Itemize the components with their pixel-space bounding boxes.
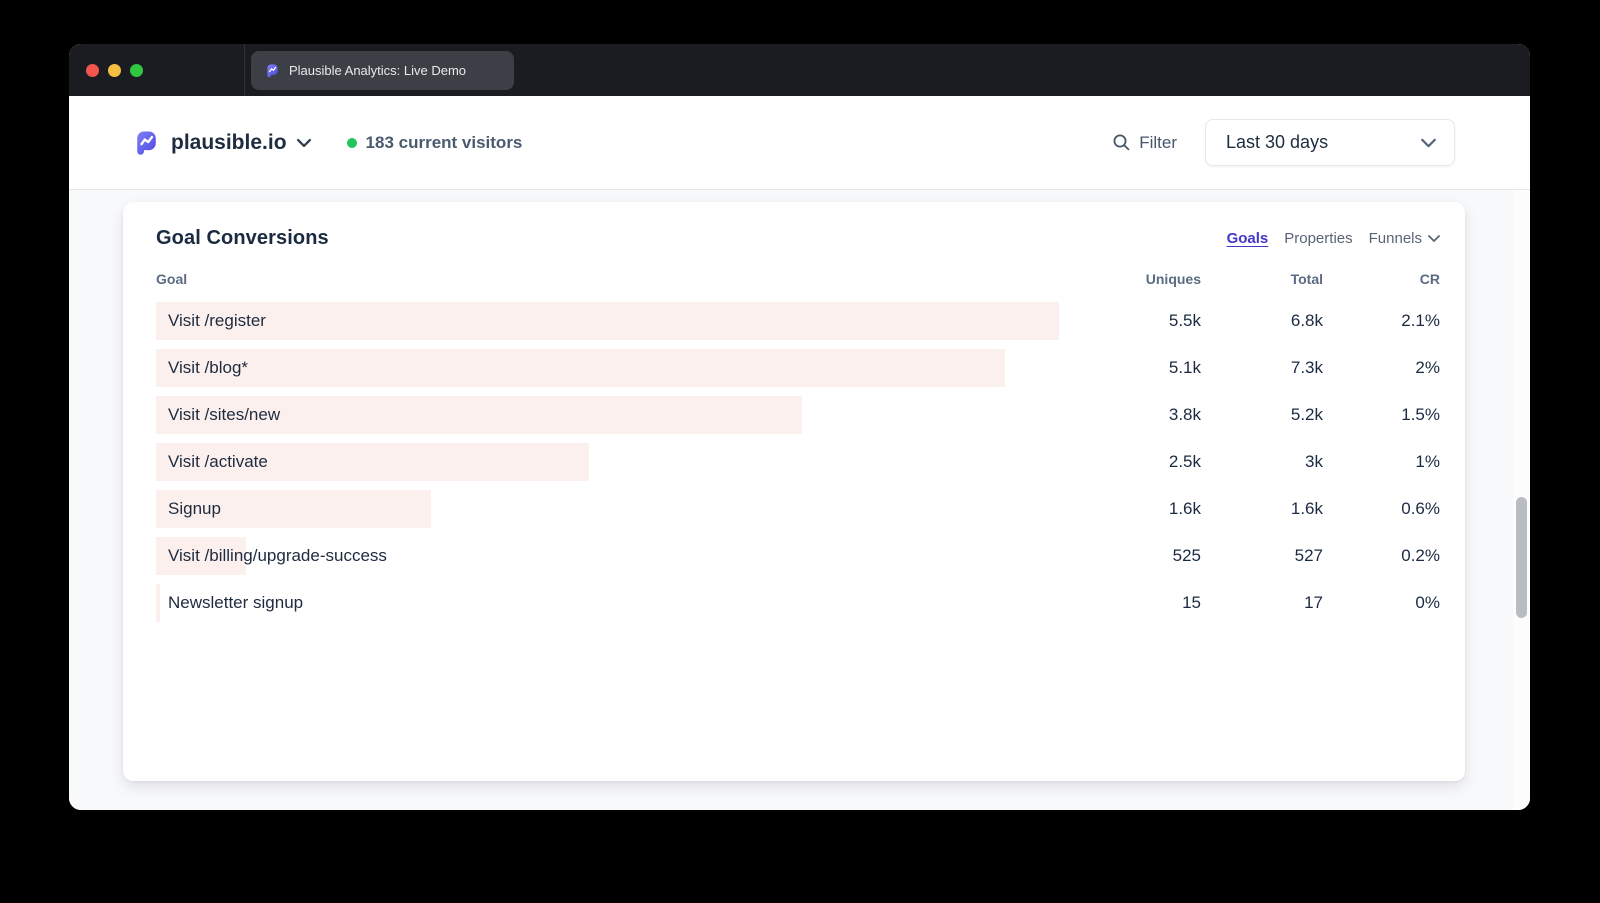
goal-cr-value: 1% <box>1415 451 1440 471</box>
browser-window: Plausible Analytics: Live Demo plausible… <box>69 44 1530 810</box>
goal-label[interactable]: Signup <box>168 498 221 518</box>
tab-divider <box>244 44 245 96</box>
search-icon <box>1112 133 1131 152</box>
funnels-chevron-down-icon <box>1428 234 1440 243</box>
table-row: Visit /billing/upgrade-success 525 527 0… <box>156 532 1440 579</box>
goal-bar <box>156 442 590 481</box>
browser-tab[interactable]: Plausible Analytics: Live Demo <box>251 51 514 90</box>
tab-title: Plausible Analytics: Live Demo <box>289 63 467 78</box>
table-row: Visit /sites/new 3.8k 5.2k 1.5% <box>156 391 1440 438</box>
filter-label: Filter <box>1139 132 1177 152</box>
goal-total-value: 5.2k <box>1290 404 1323 424</box>
date-range-value: Last 30 days <box>1226 132 1329 152</box>
date-range-dropdown[interactable]: Last 30 days <box>1205 119 1455 166</box>
goal-cell: Visit /sites/new <box>156 395 1101 434</box>
scrollbar-thumb[interactable] <box>1516 497 1527 618</box>
table-row: Signup 1.6k 1.6k 0.6% <box>156 485 1440 532</box>
goal-cell: Visit /billing/upgrade-success <box>156 536 1101 575</box>
table-row: Visit /register 5.5k 6.8k 2.1% <box>156 297 1440 344</box>
browser-titlebar: Plausible Analytics: Live Demo <box>69 44 1530 96</box>
column-uniques: Uniques <box>1145 271 1201 287</box>
tab-funnels[interactable]: Funnels <box>1369 230 1440 247</box>
goal-label[interactable]: Visit /register <box>168 310 266 330</box>
live-dot-icon <box>346 137 357 148</box>
goal-cell: Newsletter signup <box>156 583 1101 622</box>
goal-cr-value: 0.6% <box>1401 498 1440 518</box>
column-goal: Goal <box>156 271 188 287</box>
goal-uniques-value: 5.5k <box>1168 310 1201 330</box>
goal-cr-value: 0.2% <box>1401 545 1440 565</box>
goal-uniques-value: 525 <box>1172 545 1201 565</box>
goal-uniques-value: 1.6k <box>1168 498 1201 518</box>
close-window-button[interactable] <box>86 63 99 77</box>
goal-bar <box>156 301 1059 340</box>
goal-bar <box>156 395 802 434</box>
site-name[interactable]: plausible.io <box>171 130 287 154</box>
goal-uniques-value: 15 <box>1182 592 1201 612</box>
minimize-window-button[interactable] <box>108 63 121 77</box>
goal-cr-value: 0% <box>1415 592 1440 612</box>
column-total: Total <box>1290 271 1323 287</box>
scrollbar-track[interactable] <box>1513 190 1530 810</box>
goal-uniques-value: 5.1k <box>1168 357 1201 377</box>
goal-label[interactable]: Visit /activate <box>168 451 268 471</box>
zoom-window-button[interactable] <box>130 63 143 77</box>
goal-cr-value: 1.5% <box>1401 404 1440 424</box>
goal-total-value: 17 <box>1304 592 1323 612</box>
current-visitors-label: 183 current visitors <box>365 132 523 152</box>
panel-tabs: Goals Properties Funnels <box>1227 230 1440 247</box>
goal-cell: Visit /register <box>156 301 1101 340</box>
goal-cell: Visit /activate <box>156 442 1101 481</box>
goal-cr-value: 2% <box>1415 357 1440 377</box>
date-range-chevron-down-icon <box>1421 138 1436 148</box>
tab-funnels-label: Funnels <box>1368 229 1422 247</box>
filter-button[interactable]: Filter <box>1112 133 1177 153</box>
table-row: Visit /activate 2.5k 3k 1% <box>156 438 1440 485</box>
current-visitors[interactable]: 183 current visitors <box>346 132 523 153</box>
goal-total-value: 6.8k <box>1290 310 1323 330</box>
panel-title: Goal Conversions <box>156 226 329 249</box>
table-row: Newsletter signup 15 17 0% <box>156 579 1440 626</box>
goal-conversions-panel: Goal Conversions Goals Properties Funnel… <box>123 202 1465 781</box>
tab-properties[interactable]: Properties <box>1284 229 1353 247</box>
site-switcher-chevron-down-icon[interactable] <box>296 138 311 148</box>
plausible-logo-icon <box>265 63 280 78</box>
table-row: Visit /blog* 5.1k 7.3k 2% <box>156 344 1440 391</box>
goal-label[interactable]: Visit /blog* <box>168 357 249 377</box>
goal-total-value: 527 <box>1294 545 1323 565</box>
goal-total-value: 7.3k <box>1290 357 1323 377</box>
dashboard-main: Goal Conversions Goals Properties Funnel… <box>69 190 1530 810</box>
goal-cell: Visit /blog* <box>156 348 1101 387</box>
goal-label[interactable]: Visit /billing/upgrade-success <box>168 545 387 565</box>
goal-uniques-value: 3.8k <box>1168 404 1201 424</box>
plausible-logo-icon <box>133 129 160 156</box>
goal-cell: Signup <box>156 489 1101 528</box>
goal-bar <box>156 583 161 622</box>
goal-label[interactable]: Newsletter signup <box>168 592 304 612</box>
goal-total-value: 1.6k <box>1290 498 1323 518</box>
column-cr: CR <box>1419 271 1440 287</box>
tab-goals[interactable]: Goals <box>1226 229 1269 247</box>
window-controls <box>69 63 143 77</box>
goal-bar <box>156 348 1005 387</box>
goal-uniques-value: 2.5k <box>1168 451 1201 471</box>
goal-bar <box>156 489 432 528</box>
goal-bar <box>156 536 247 575</box>
goal-label[interactable]: Visit /sites/new <box>168 404 281 424</box>
goal-total-value: 3k <box>1305 451 1323 471</box>
goal-cr-value: 2.1% <box>1401 310 1440 330</box>
site-header: plausible.io 183 current visitors Filter… <box>69 96 1530 190</box>
goal-table-body: Visit /register 5.5k 6.8k 2.1% Visit /bl… <box>156 297 1440 626</box>
table-header: Goal Uniques Total CR <box>156 271 1440 287</box>
